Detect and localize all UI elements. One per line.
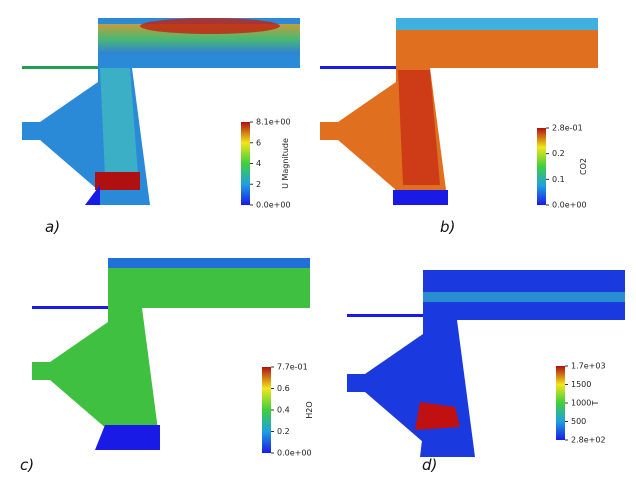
panel-label: d) — [422, 456, 437, 474]
panel-label: b) — [440, 218, 455, 236]
colorbar-tick-label: 500 — [571, 417, 586, 426]
panel-b — [320, 18, 598, 205]
colorbar-tick-label: 1000 — [571, 399, 591, 408]
colorbar-tick-label: 2 — [256, 180, 261, 189]
panel-label: a) — [45, 218, 60, 236]
colorbar-tick-label: 6 — [256, 138, 261, 147]
colorbar-tick-label: 8.1e+00 — [256, 118, 291, 127]
colorbar-title: U Magnitude — [281, 138, 290, 189]
colorbar-title: H2O — [305, 401, 314, 418]
colorbar-tick-label: 0.0e+00 — [256, 201, 291, 210]
panel-label: c) — [20, 456, 34, 474]
colorbar-tick-label: 0.0e+00 — [552, 201, 587, 210]
colorbar-tick-label: 1.7e+03 — [571, 362, 606, 371]
panel-a — [22, 18, 300, 205]
colorbar-tick-label: 2.8e-01 — [552, 124, 583, 133]
colorbar-title: T — [591, 400, 600, 406]
colorbar-tick-label: 0.6 — [277, 384, 290, 393]
colorbar-tick-label: 7.7e-01 — [277, 363, 308, 372]
colorbar-tick-label: 0.2 — [552, 149, 565, 158]
colorbar-tick-label: 0.4 — [277, 406, 290, 415]
colorbar-tick-label: 2.8e+02 — [571, 436, 606, 445]
panel-c — [32, 258, 310, 453]
colorbar-title: CO2 — [579, 158, 588, 175]
panel-d — [347, 270, 625, 457]
colorbar-tick-label: 4 — [256, 159, 261, 168]
colorbar-tick-label: 0.2 — [277, 427, 290, 436]
colorbar-tick-label: 1500 — [571, 380, 591, 389]
colorbar-tick-label: 0.1 — [552, 175, 565, 184]
colorbar-tick-label: 0.0e+00 — [277, 449, 312, 458]
